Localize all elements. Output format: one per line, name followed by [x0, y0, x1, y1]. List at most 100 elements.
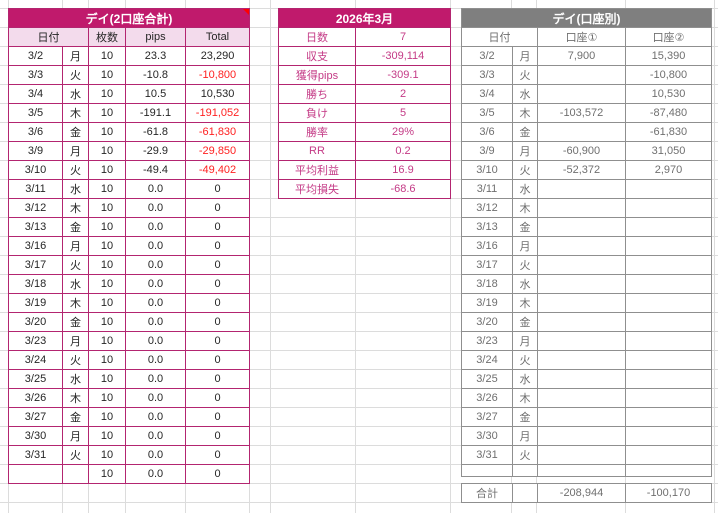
cell-pips[interactable]: 0.0	[125, 426, 186, 446]
cell-date[interactable]: 3/18	[8, 274, 63, 294]
cell-date[interactable]: 3/9	[461, 141, 513, 161]
cell-account2[interactable]: 2,970	[625, 160, 712, 180]
cell-total[interactable]: 0	[184, 464, 251, 484]
cell-account2[interactable]	[625, 350, 712, 370]
cell-date[interactable]: 3/23	[461, 331, 513, 351]
cell-day[interactable]: 木	[512, 198, 538, 218]
cell-account2[interactable]	[625, 236, 712, 256]
cell-account1[interactable]	[537, 426, 626, 446]
cell-lots[interactable]: 10	[88, 122, 126, 142]
cell-lots[interactable]: 10	[88, 445, 126, 465]
cell-account2[interactable]	[625, 464, 712, 477]
cell-day[interactable]: 水	[62, 84, 89, 104]
cell-total[interactable]: -49,402	[184, 160, 251, 180]
cell-day[interactable]: 月	[62, 426, 89, 446]
cell-day[interactable]: 月	[512, 236, 538, 256]
cell-day[interactable]: 月	[512, 46, 538, 66]
cell-pips[interactable]: -10.8	[125, 65, 186, 85]
cell-lots[interactable]: 10	[88, 255, 126, 275]
stat-value[interactable]: 16.9	[355, 160, 451, 180]
cell-day[interactable]: 金	[512, 312, 538, 332]
cell-lots[interactable]: 10	[88, 179, 126, 199]
cell-day[interactable]: 木	[512, 103, 538, 123]
cell-total[interactable]: 0	[184, 350, 251, 370]
cell-date[interactable]: 3/20	[8, 312, 63, 332]
stat-value[interactable]: -68.6	[355, 179, 451, 199]
cell-account1[interactable]	[537, 179, 626, 199]
cell-day[interactable]	[512, 483, 538, 503]
cell-account1[interactable]	[537, 331, 626, 351]
cell-account2[interactable]	[625, 426, 712, 446]
cell-pips[interactable]: -61.8	[125, 122, 186, 142]
cell-pips[interactable]: 0.0	[125, 236, 186, 256]
cell-pips[interactable]: 0.0	[125, 388, 186, 408]
cell-day[interactable]: 木	[62, 388, 89, 408]
cell-day[interactable]: 月	[62, 236, 89, 256]
cell-total[interactable]: 0	[184, 217, 251, 237]
stat-label[interactable]: 勝ち	[278, 84, 356, 104]
stat-label[interactable]: 収支	[278, 46, 356, 66]
cell-account1[interactable]	[537, 445, 626, 465]
cell-day[interactable]: 金	[62, 122, 89, 142]
cell-account2[interactable]	[625, 445, 712, 465]
cell-lots[interactable]: 10	[88, 65, 126, 85]
cell-pips[interactable]: 0.0	[125, 464, 186, 484]
cell-day[interactable]: 水	[62, 274, 89, 294]
cell-account2[interactable]: -87,480	[625, 103, 712, 123]
stat-value[interactable]: -309,114	[355, 46, 451, 66]
cell-date[interactable]: 3/10	[461, 160, 513, 180]
cell-account2[interactable]: 10,530	[625, 84, 712, 104]
cell-day[interactable]	[62, 464, 89, 484]
cell-pips[interactable]: 0.0	[125, 293, 186, 313]
cell-date[interactable]: 3/11	[461, 179, 513, 199]
combined-table-title[interactable]: デイ(2口座合計)	[7, 8, 251, 28]
cell-total[interactable]: 0	[184, 312, 251, 332]
cell-lots[interactable]: 10	[88, 274, 126, 294]
cell-day[interactable]: 火	[62, 160, 89, 180]
cell-account2[interactable]	[625, 217, 712, 237]
cell-lots[interactable]: 10	[88, 84, 126, 104]
cell-day[interactable]: 月	[62, 141, 89, 161]
cell-date[interactable]: 3/26	[461, 388, 513, 408]
cell-date[interactable]: 3/16	[461, 236, 513, 256]
cell-date[interactable]: 3/24	[461, 350, 513, 370]
cell-day[interactable]: 木	[62, 198, 89, 218]
cell-pips[interactable]: 0.0	[125, 445, 186, 465]
cell-day[interactable]: 金	[62, 407, 89, 427]
stat-value[interactable]: 0.2	[355, 141, 451, 161]
cell-date[interactable]: 3/13	[8, 217, 63, 237]
cell-account2-total[interactable]: -100,170	[625, 483, 712, 503]
cell-account2[interactable]	[625, 407, 712, 427]
cell-pips[interactable]: 0.0	[125, 369, 186, 389]
cell-lots[interactable]: 10	[88, 198, 126, 218]
cell-account2[interactable]	[625, 293, 712, 313]
column-header-account1[interactable]: 口座①	[537, 27, 626, 47]
cell-total-label[interactable]: 合計	[461, 483, 513, 503]
cell-date[interactable]: 3/25	[8, 369, 63, 389]
cell-day[interactable]: 月	[512, 426, 538, 446]
cell-account1[interactable]	[537, 217, 626, 237]
cell-total[interactable]: -29,850	[184, 141, 251, 161]
cell-day[interactable]: 金	[512, 407, 538, 427]
cell-total[interactable]: -61,830	[184, 122, 251, 142]
cell-pips[interactable]: 0.0	[125, 217, 186, 237]
cell-date[interactable]: 3/30	[461, 426, 513, 446]
cell-lots[interactable]: 10	[88, 350, 126, 370]
stat-label[interactable]: 負け	[278, 103, 356, 123]
cell-pips[interactable]: 0.0	[125, 350, 186, 370]
cell-total[interactable]: 0	[184, 331, 251, 351]
cell-total[interactable]: 0	[184, 236, 251, 256]
cell-account1[interactable]	[537, 198, 626, 218]
cell-day[interactable]: 月	[62, 331, 89, 351]
monthly-summary-title[interactable]: 2026年3月	[278, 8, 451, 28]
cell-total[interactable]: 0	[184, 388, 251, 408]
cell-date[interactable]: 3/6	[8, 122, 63, 142]
cell-day[interactable]: 水	[512, 274, 538, 294]
cell-account2[interactable]	[625, 179, 712, 199]
stat-value[interactable]: 2	[355, 84, 451, 104]
column-header-account2[interactable]: 口座②	[625, 27, 712, 47]
cell-lots[interactable]: 10	[88, 293, 126, 313]
cell-account1[interactable]	[537, 407, 626, 427]
cell-account1[interactable]	[537, 350, 626, 370]
cell-date[interactable]: 3/5	[8, 103, 63, 123]
